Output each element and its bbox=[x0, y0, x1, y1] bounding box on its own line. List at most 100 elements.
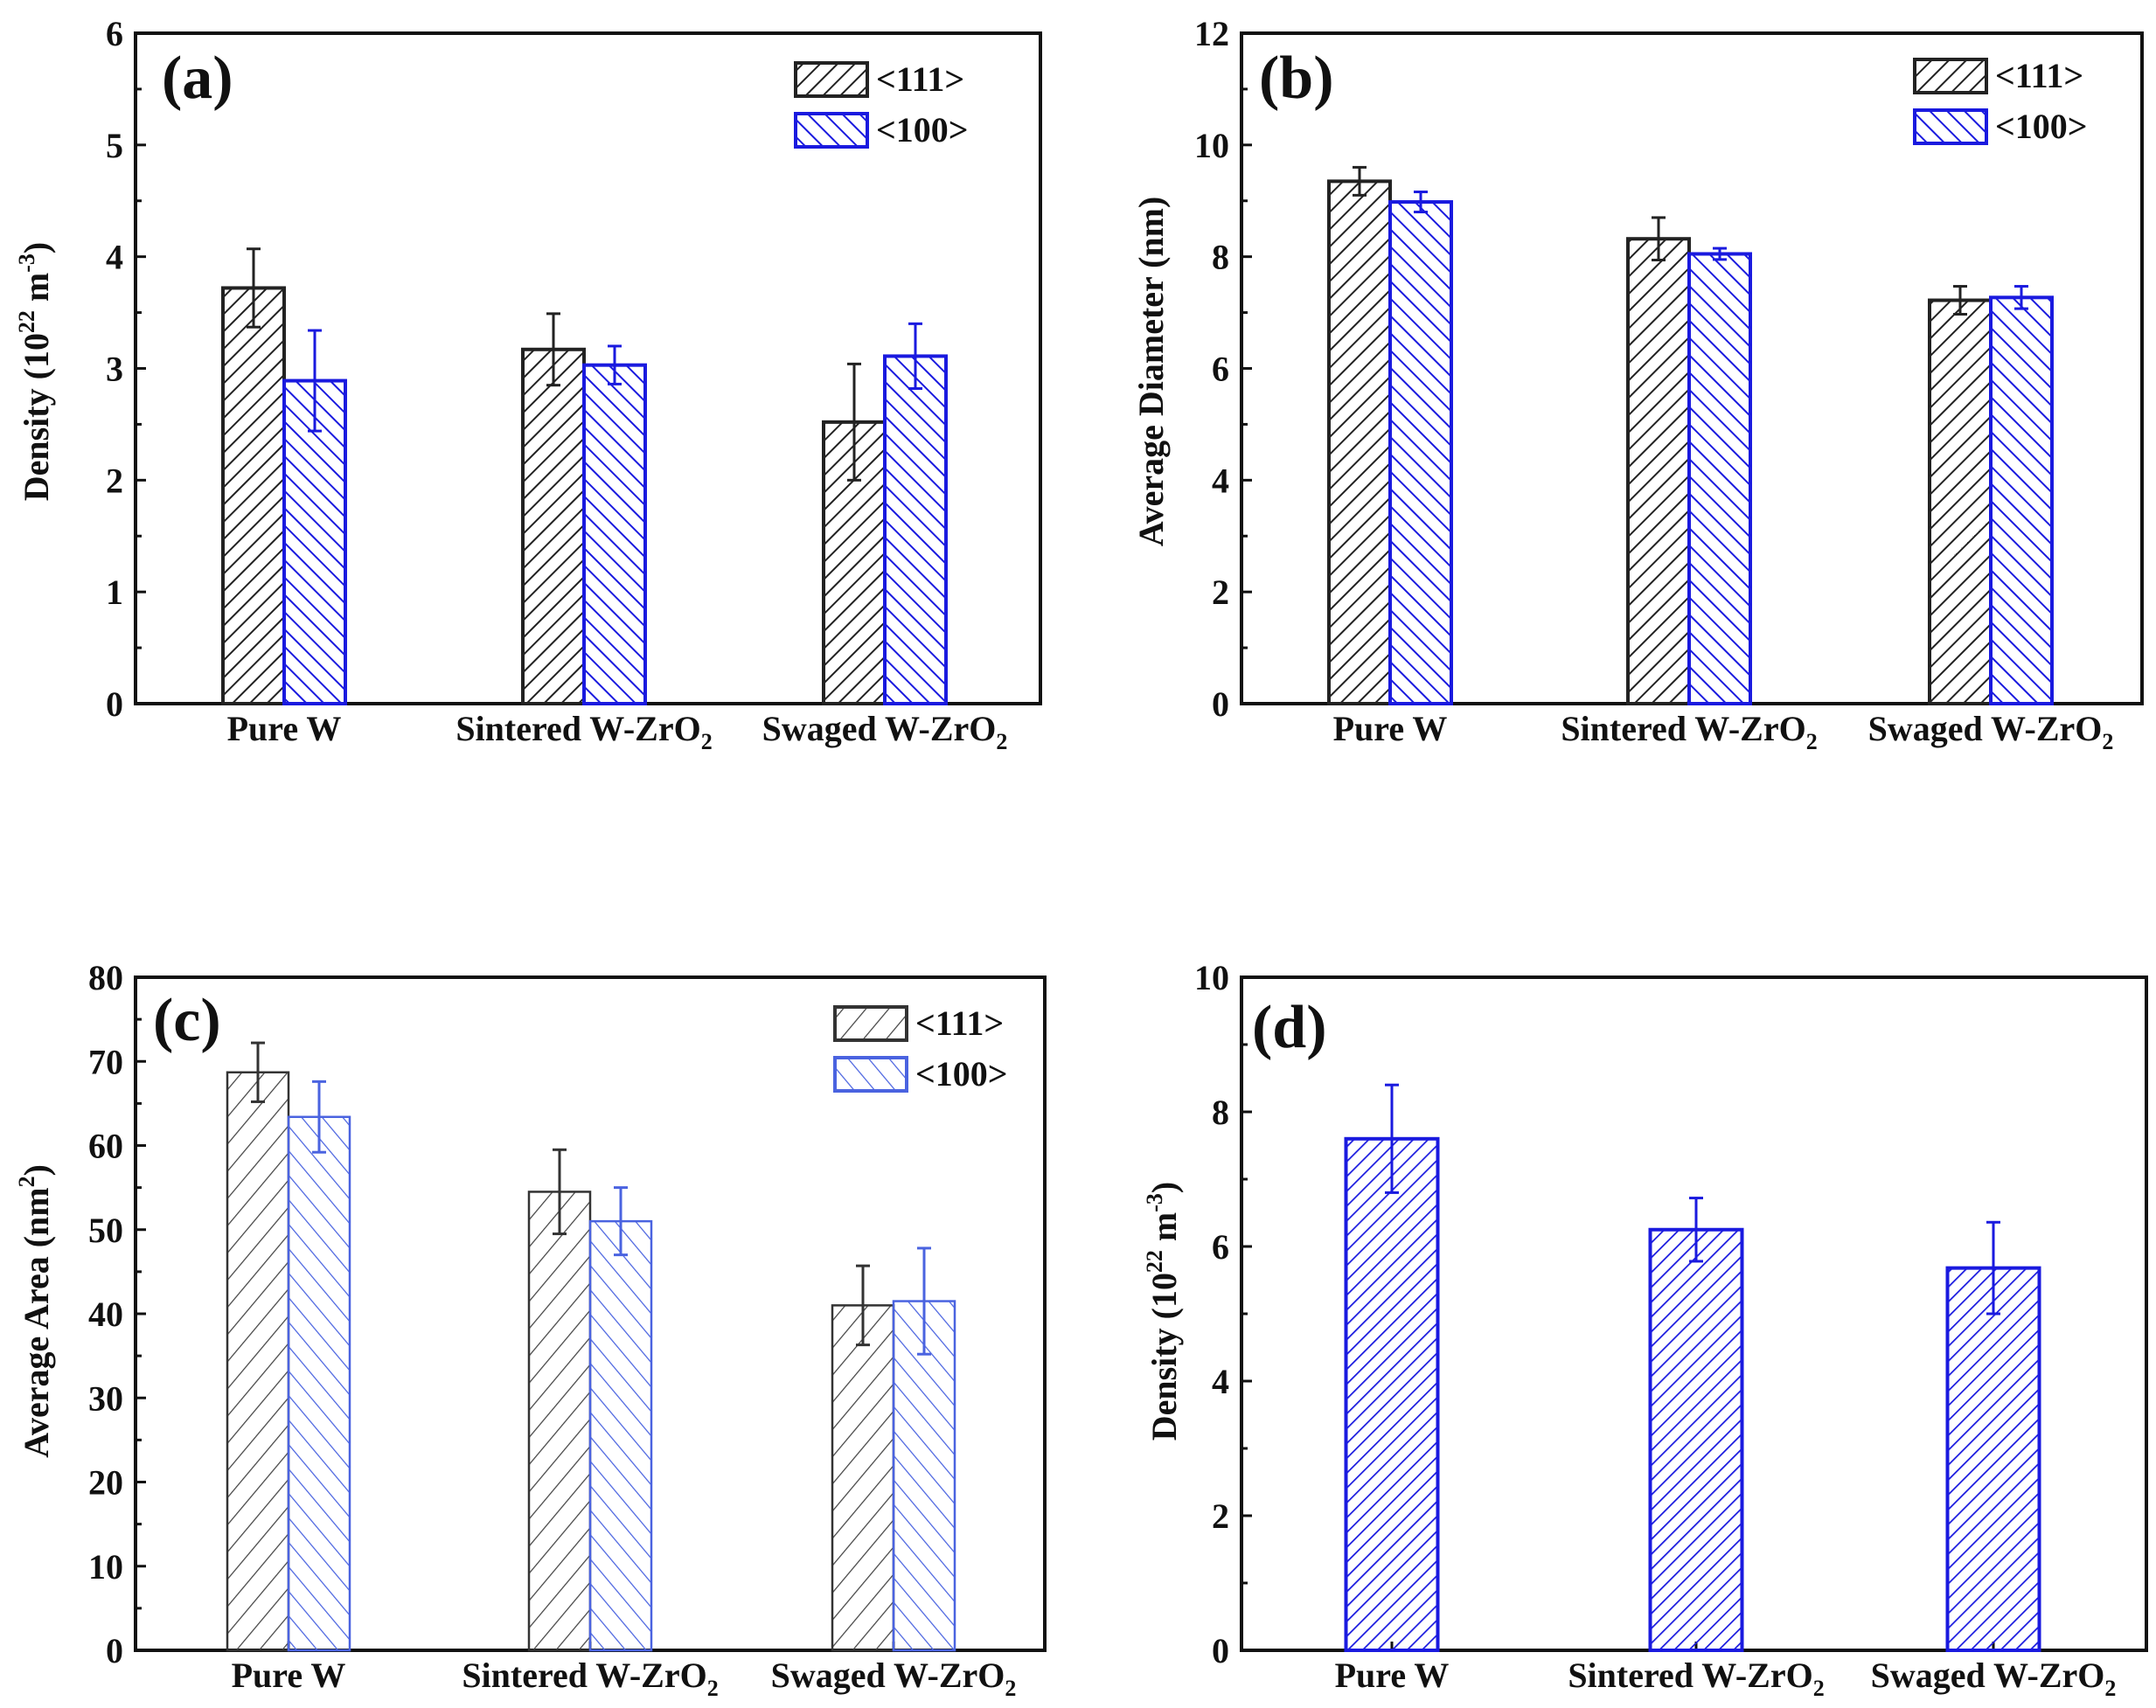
y-tick-label: 8 bbox=[1212, 1093, 1229, 1132]
bar bbox=[1388, 200, 1453, 706]
legend-swatch bbox=[833, 1005, 908, 1042]
bar bbox=[1945, 1266, 2041, 1652]
panel-c: 0 10 20 30 40 50 60 70 80 Pure W Sintered W-ZrO2 Sw… bbox=[14, 958, 1047, 1701]
legend: <111> <100> bbox=[833, 1003, 1008, 1094]
error-bar bbox=[546, 312, 560, 387]
y-tick-label: 6 bbox=[1212, 1227, 1229, 1267]
panel-a: 0 1 2 3 4 5 6 Pure W Sintered W-ZrO2 Swaged W-ZrO… bbox=[14, 14, 1042, 754]
y-tick-label: 6 bbox=[106, 14, 123, 53]
legend-label: <100> bbox=[1995, 107, 2088, 146]
category-label: Pure W bbox=[232, 1656, 346, 1695]
legend: <111> <100> bbox=[794, 59, 969, 149]
legend-swatch bbox=[794, 61, 869, 98]
bar bbox=[282, 378, 347, 705]
y-tick-label: 0 bbox=[106, 684, 123, 724]
y-tick-label: 2 bbox=[1212, 573, 1229, 612]
y-tick-label: 5 bbox=[106, 126, 123, 165]
error-bar bbox=[1713, 246, 1727, 261]
y-axis-title: Density (1022 m-3) bbox=[1142, 1182, 1184, 1441]
category-label: Sintered W-ZrO2 bbox=[456, 709, 712, 754]
y-axis-title: Density (1022 m-3) bbox=[14, 242, 56, 502]
y-tick-label: 10 bbox=[88, 1547, 123, 1586]
legend-label: <111> bbox=[876, 59, 964, 99]
bar bbox=[883, 354, 948, 705]
y-tick-label: 60 bbox=[88, 1127, 123, 1166]
legend-swatch bbox=[794, 112, 869, 149]
error-bar bbox=[308, 329, 322, 433]
error-bar bbox=[312, 1080, 326, 1154]
y-tick-label: 8 bbox=[1212, 238, 1229, 277]
legend-label: <111> bbox=[1995, 56, 2083, 95]
y-tick-label: 6 bbox=[1212, 350, 1229, 389]
y-axis-title: Average Area (nm2) bbox=[14, 1164, 56, 1458]
bar bbox=[226, 1071, 290, 1652]
panel-b: 0 2 4 6 8 10 12 Pure W Sintered W-ZrO2 Swaged W-Z… bbox=[1131, 14, 2144, 754]
bar bbox=[1687, 252, 1752, 705]
error-bar bbox=[1385, 1083, 1399, 1194]
error-bar bbox=[553, 1148, 567, 1236]
panel-d: 0 2 4 6 8 10 Pure W Sintered W-ZrO2 Swaged W-ZrO… bbox=[1142, 958, 2148, 1701]
bar bbox=[588, 1219, 653, 1652]
bar bbox=[221, 286, 286, 705]
y-tick-label: 1 bbox=[106, 573, 123, 612]
category-label: Swaged W-ZrO2 bbox=[762, 709, 1008, 754]
error-bar bbox=[1986, 1220, 2000, 1316]
error-bar bbox=[1652, 216, 1666, 262]
error-bar bbox=[917, 1246, 931, 1356]
bar bbox=[1327, 179, 1392, 706]
legend-swatch bbox=[1913, 108, 1988, 145]
y-tick-label: 0 bbox=[106, 1631, 123, 1670]
error-bar bbox=[1689, 1197, 1703, 1263]
error-bar bbox=[2014, 285, 2028, 310]
y-tick-label: 40 bbox=[88, 1295, 123, 1334]
y-tick-label: 2 bbox=[106, 461, 123, 500]
y-tick-label: 80 bbox=[88, 958, 123, 997]
y-tick-label: 50 bbox=[88, 1211, 123, 1250]
category-label: Swaged W-ZrO2 bbox=[771, 1656, 1017, 1701]
bar bbox=[831, 1304, 895, 1652]
error-bar bbox=[1414, 191, 1428, 214]
error-bar bbox=[608, 344, 622, 385]
legend: <111> <100> bbox=[1913, 56, 2088, 146]
y-tick-label: 3 bbox=[106, 350, 123, 389]
y-tick-label: 0 bbox=[1212, 684, 1229, 724]
y-tick-label: 4 bbox=[1212, 1362, 1229, 1401]
bar bbox=[287, 1115, 351, 1652]
legend-label: <100> bbox=[915, 1054, 1008, 1094]
legend-label: <100> bbox=[876, 110, 969, 149]
y-tick-label: 10 bbox=[1194, 126, 1229, 165]
y-tick-label: 20 bbox=[88, 1463, 123, 1503]
error-bar bbox=[247, 247, 261, 329]
category-label: Pure W bbox=[1335, 1656, 1450, 1695]
category-label: Swaged W-ZrO2 bbox=[1868, 709, 2114, 754]
y-tick-label: 30 bbox=[88, 1378, 123, 1418]
bar bbox=[582, 363, 647, 705]
category-label: Pure W bbox=[227, 709, 342, 748]
bar bbox=[1928, 298, 1993, 705]
category-label: Sintered W-ZrO2 bbox=[1561, 709, 1817, 754]
error-bar bbox=[1353, 165, 1367, 197]
bar bbox=[521, 347, 586, 705]
y-tick-label: 0 bbox=[1212, 1631, 1229, 1670]
legend-label: <111> bbox=[915, 1003, 1004, 1043]
bar bbox=[527, 1191, 592, 1652]
y-tick-label: 4 bbox=[106, 238, 123, 277]
error-bar bbox=[1953, 285, 1967, 316]
legend-swatch bbox=[833, 1056, 908, 1093]
panel-label: (d) bbox=[1252, 994, 1327, 1061]
category-label: Sintered W-ZrO2 bbox=[462, 1656, 718, 1701]
bar bbox=[1648, 1227, 1744, 1652]
y-tick-label: 4 bbox=[1212, 461, 1229, 500]
y-axis-title: Average Diameter (nm) bbox=[1131, 197, 1171, 547]
category-label: Swaged W-ZrO2 bbox=[1871, 1656, 2117, 1701]
bar bbox=[1626, 237, 1691, 706]
bar bbox=[1989, 295, 2054, 705]
y-tick-label: 2 bbox=[1212, 1496, 1229, 1536]
error-bar bbox=[856, 1264, 870, 1347]
error-bar bbox=[614, 1186, 628, 1257]
y-tick-label: 10 bbox=[1194, 958, 1229, 997]
y-tick-label: 12 bbox=[1194, 14, 1229, 53]
error-bar bbox=[847, 362, 861, 482]
category-label: Sintered W-ZrO2 bbox=[1568, 1656, 1824, 1701]
